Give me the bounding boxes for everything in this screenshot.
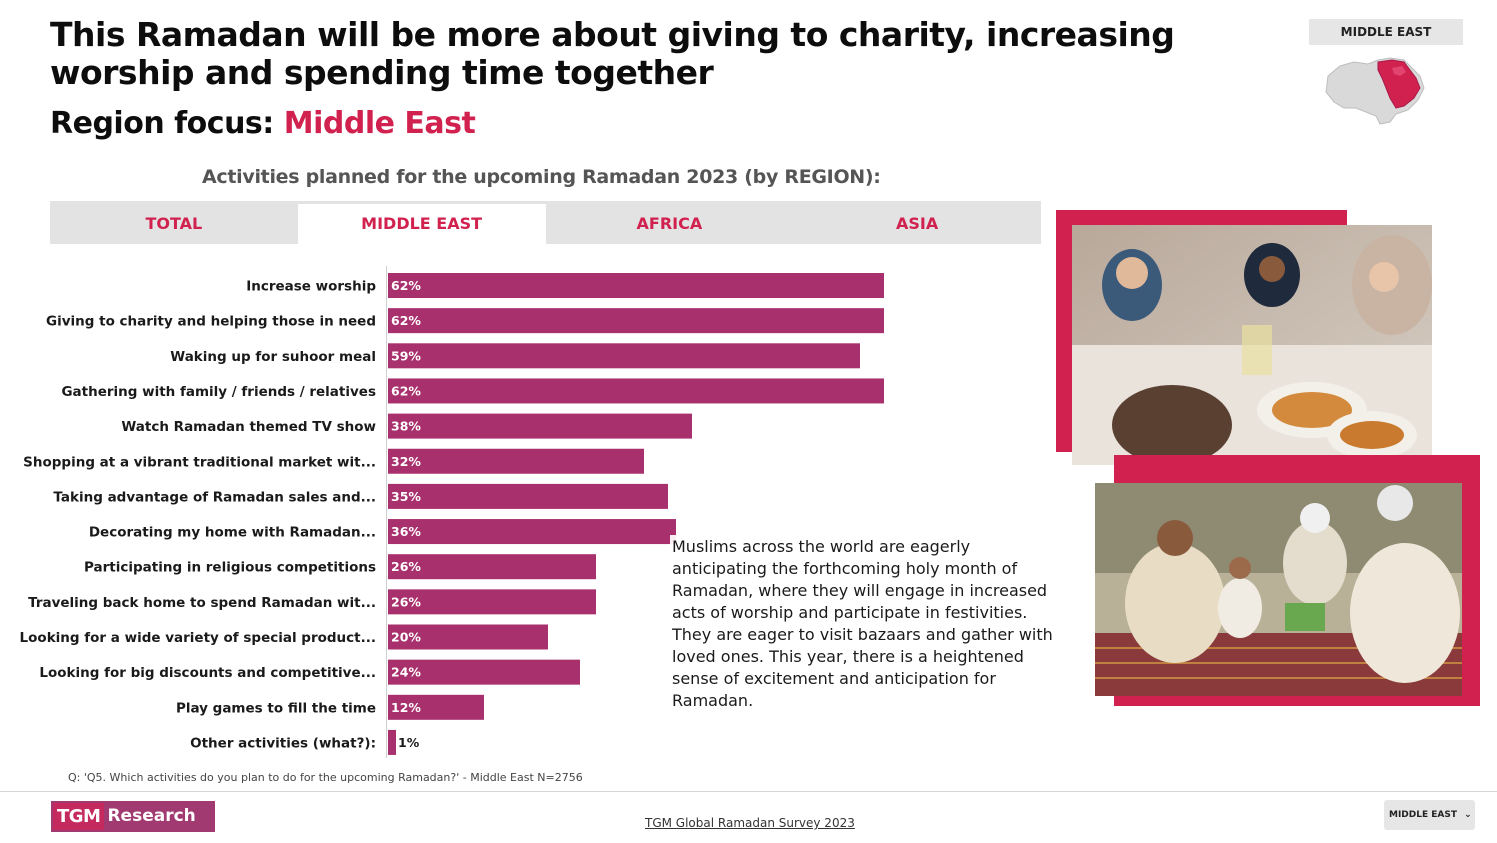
tab-africa[interactable]: AFRICA	[636, 214, 703, 233]
category-label: Taking advantage of Ramadan sales and...	[53, 489, 376, 505]
chart-axis-line	[386, 266, 387, 758]
category-label: Watch Ramadan themed TV show	[121, 419, 376, 435]
chart-title: Activities planned for the upcoming Rama…	[202, 166, 881, 188]
family-iftar-photo	[1072, 225, 1432, 465]
logo-tgm: TGM	[53, 803, 105, 830]
bar	[388, 308, 884, 334]
bar	[388, 589, 596, 615]
chevron-down-icon: ⌄	[1464, 810, 1472, 820]
logo-research: Research	[104, 803, 213, 830]
bar-chart: Increase worship 62% Giving to charity and…	[20, 273, 884, 755]
region-tabs: TOTAL MIDDLE EAST AFRICA ASIA	[50, 201, 1041, 244]
bar-value-label: 32%	[391, 454, 421, 469]
category-label: Looking for a wide variety of special pr…	[20, 630, 376, 646]
category-label: Participating in religious competitions	[84, 560, 376, 576]
mosque-prayer-photo	[1095, 483, 1462, 696]
bar-value-label: 26%	[391, 594, 421, 609]
footer-bar	[0, 791, 1497, 843]
bar	[388, 624, 548, 650]
bar-value-label: 26%	[391, 559, 421, 574]
bar-value-label: 35%	[391, 489, 421, 504]
tab-asia[interactable]: ASIA	[896, 214, 939, 233]
region-badge: MIDDLE EAST	[1309, 19, 1463, 45]
bar-value-label: 62%	[391, 383, 421, 398]
region-select-value: MIDDLE EAST	[1389, 810, 1457, 820]
page-title: This Ramadan will be more about giving t…	[50, 15, 1175, 92]
bar	[388, 273, 884, 298]
tgm-research-logo[interactable]: TGM Research	[51, 801, 215, 832]
bar-value-label: 12%	[391, 700, 421, 715]
middle-east-map-icon	[1325, 57, 1425, 125]
category-label: Waking up for suhoor meal	[170, 349, 376, 365]
bar-value-label: 24%	[391, 665, 421, 680]
survey-link[interactable]: TGM Global Ramadan Survey 2023	[645, 816, 855, 830]
tab-middle-east[interactable]: MIDDLE EAST	[297, 204, 546, 244]
description-text: Muslims across the world are eagerly ant…	[670, 535, 1056, 713]
tab-total[interactable]: TOTAL	[145, 214, 203, 233]
category-label: Giving to charity and helping those in n…	[46, 314, 376, 330]
bar-value-label: 38%	[391, 419, 421, 434]
bar	[388, 448, 644, 474]
bar	[388, 378, 884, 404]
region-focus-heading: Region focus: Middle East	[50, 106, 476, 141]
bar	[388, 554, 596, 580]
bar	[388, 729, 396, 755]
category-label: Traveling back home to spend Ramadan wit…	[28, 595, 376, 611]
bar	[388, 483, 668, 509]
bar-value-label: 62%	[391, 313, 421, 328]
category-label: Looking for big discounts and competitiv…	[39, 665, 376, 681]
category-label: Other activities (what?):	[190, 735, 376, 751]
bar	[388, 659, 580, 685]
bar-value-label: 1%	[398, 735, 420, 750]
bar	[388, 413, 692, 439]
region-focus-value: Middle East	[283, 106, 476, 141]
region-select-dropdown[interactable]: MIDDLE EAST ⌄	[1384, 800, 1475, 830]
bar-value-label: 59%	[391, 348, 421, 363]
category-label: Gathering with family / friends / relati…	[61, 384, 376, 400]
category-label: Increase worship	[246, 279, 376, 295]
bar-value-label: 20%	[391, 630, 421, 645]
bar-value-label: 36%	[391, 524, 421, 539]
bar	[388, 343, 860, 369]
category-label: Play games to fill the time	[176, 700, 376, 716]
region-focus-label: Region focus:	[50, 106, 274, 141]
footnote: Q: 'Q5. Which activities do you plan to …	[68, 771, 583, 784]
bar	[388, 519, 676, 545]
bar-value-label: 62%	[391, 278, 421, 293]
category-label: Shopping at a vibrant traditional market…	[23, 454, 376, 470]
bar	[388, 694, 484, 720]
category-label: Decorating my home with Ramadan...	[89, 525, 376, 541]
